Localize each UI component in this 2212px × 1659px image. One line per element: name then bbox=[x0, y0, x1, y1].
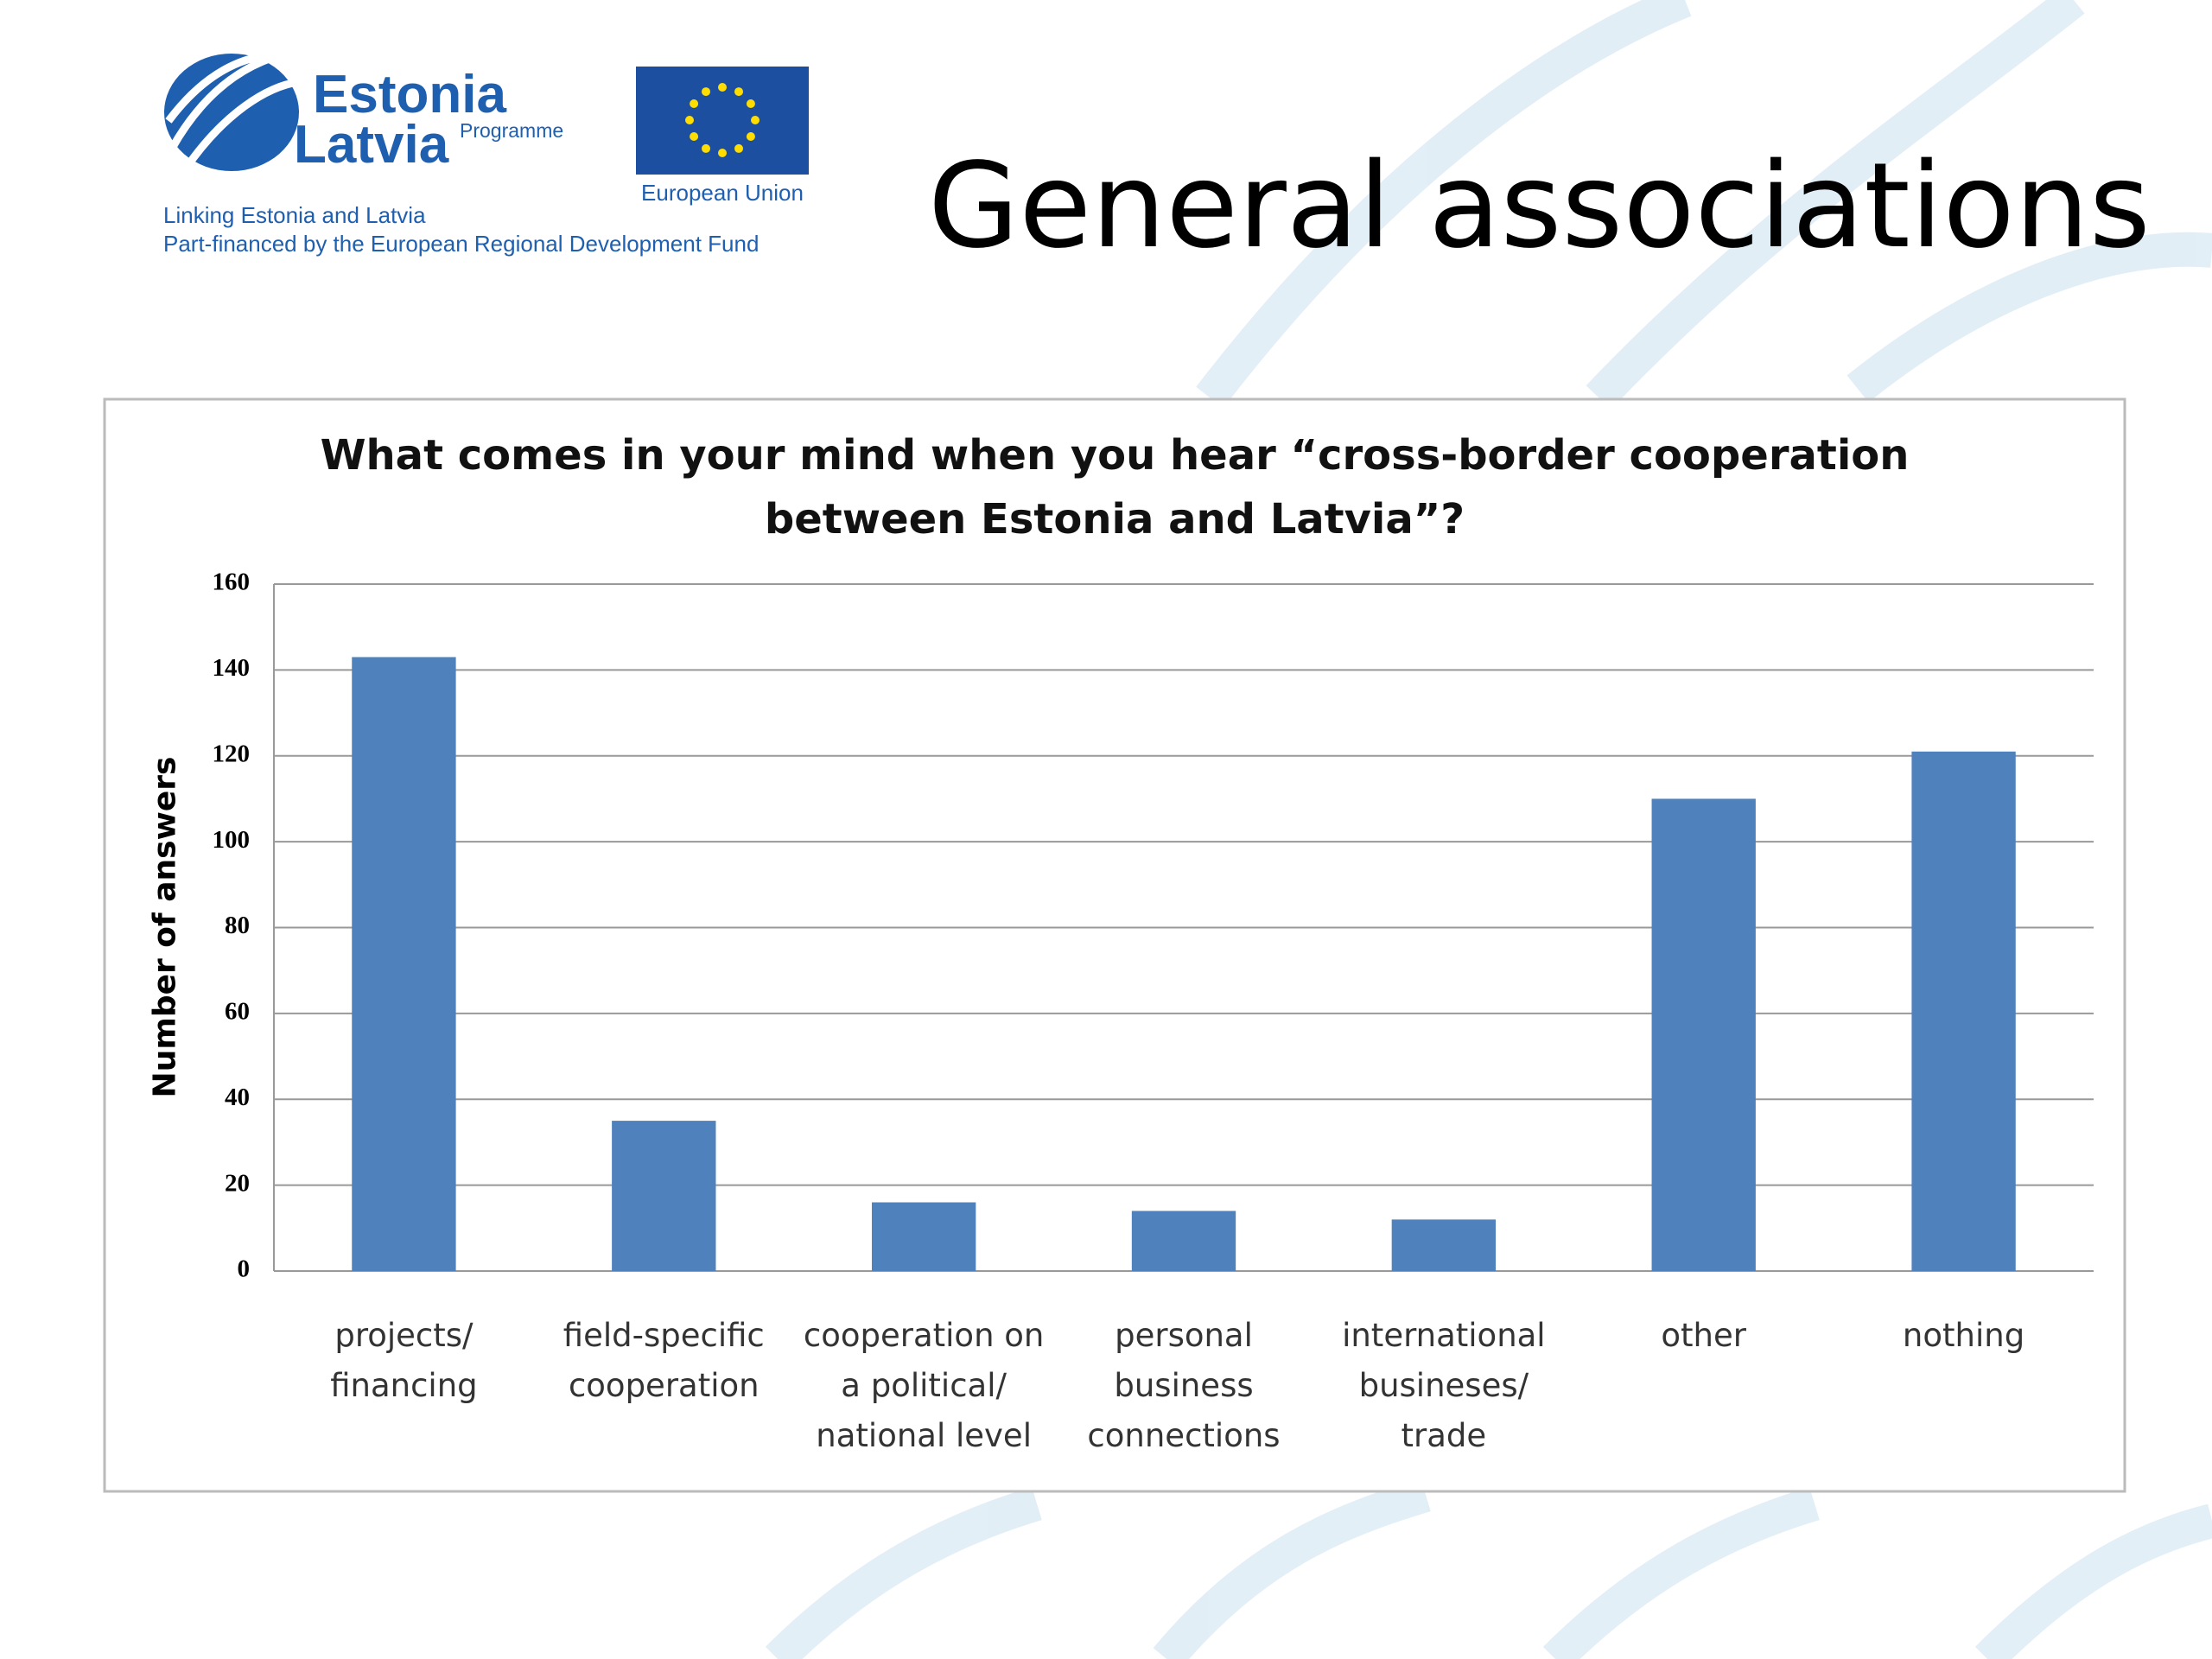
bar bbox=[352, 657, 456, 1271]
tagline: Linking Estonia and Latvia bbox=[163, 202, 426, 228]
swoosh bbox=[1196, 0, 1692, 409]
bar bbox=[1651, 798, 1756, 1271]
eu-stars bbox=[685, 83, 760, 157]
eu-star bbox=[746, 99, 755, 108]
slide-title: General associations bbox=[928, 138, 2151, 275]
eu-star bbox=[734, 143, 743, 153]
logo-lines bbox=[165, 48, 299, 171]
swoosh bbox=[765, 1486, 1042, 1659]
x-tick-label: field-specific cooperation bbox=[563, 1317, 765, 1404]
chart-title: What comes in your mind when you hear “c… bbox=[320, 431, 1910, 543]
y-tick-label: 140 bbox=[213, 654, 251, 682]
eu-star bbox=[690, 132, 699, 141]
tagline: Part-financed by the European Regional D… bbox=[163, 231, 760, 257]
bar bbox=[871, 1202, 976, 1271]
bar bbox=[612, 1121, 716, 1271]
y-tick-label: 20 bbox=[225, 1169, 250, 1197]
x-tick-label: projects/ financing bbox=[330, 1317, 478, 1404]
y-axis-label: Number of answers bbox=[147, 756, 183, 1098]
x-tick-label: nothing bbox=[1902, 1317, 2025, 1354]
eu-star bbox=[685, 116, 694, 124]
eu-star bbox=[690, 99, 699, 108]
logo-text: Latvia bbox=[294, 115, 449, 175]
chart-frame bbox=[103, 397, 2126, 1493]
swoosh bbox=[1542, 1486, 1820, 1659]
y-tick-label: 100 bbox=[213, 826, 251, 854]
eu-label: European Union bbox=[641, 180, 804, 206]
background-swooshes bbox=[765, 0, 2212, 1659]
eu-star bbox=[702, 87, 710, 97]
swoosh bbox=[1974, 1503, 2212, 1659]
x-tick-label: personal business connections bbox=[1087, 1317, 1281, 1454]
swoosh bbox=[1847, 232, 2212, 403]
swoosh bbox=[1153, 1478, 1431, 1659]
eu-star bbox=[702, 143, 710, 153]
logo-text: Estonia bbox=[313, 65, 506, 124]
eu-flag bbox=[636, 67, 809, 175]
y-tick-label: 120 bbox=[213, 740, 251, 767]
eu-star bbox=[718, 149, 727, 157]
eu-star bbox=[746, 132, 755, 141]
y-tick-label: 80 bbox=[225, 912, 250, 939]
y-tick-label: 60 bbox=[225, 998, 250, 1026]
bar bbox=[1131, 1211, 1236, 1271]
logo-tag: Programme bbox=[460, 119, 564, 142]
x-tick-label: other bbox=[1661, 1317, 1746, 1354]
swoosh bbox=[1586, 0, 2085, 410]
y-tick-label: 160 bbox=[213, 569, 251, 596]
logo-graphic bbox=[164, 48, 299, 171]
y-tick-label: 40 bbox=[225, 1084, 250, 1111]
chart: 0 20 40 60 80 100 120 140 160 bbox=[213, 569, 2094, 1283]
eu-star bbox=[751, 116, 760, 124]
y-tick-label: 0 bbox=[238, 1255, 251, 1283]
eu-star bbox=[718, 83, 727, 92]
bar bbox=[1911, 751, 2016, 1271]
x-tick-label: cooperation on a political/ national lev… bbox=[803, 1317, 1045, 1454]
x-tick-label: international busineses/ trade bbox=[1342, 1317, 1546, 1454]
bar bbox=[1391, 1219, 1497, 1271]
eu-star bbox=[734, 87, 743, 97]
